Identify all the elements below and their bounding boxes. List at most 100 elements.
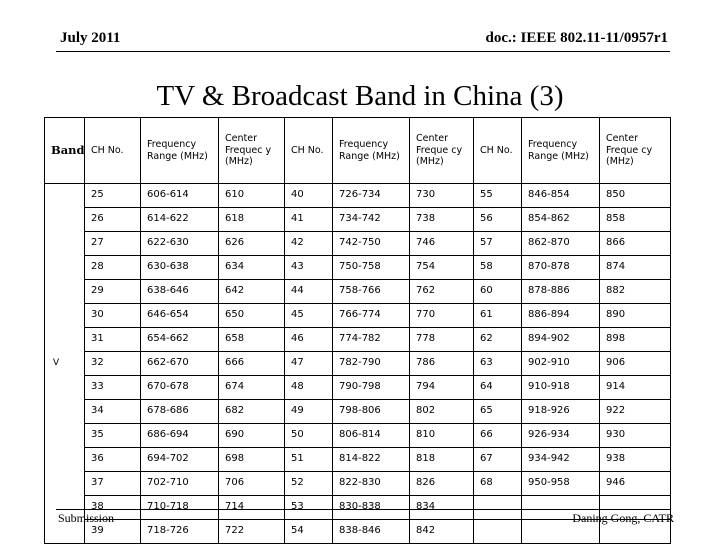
table-cell: 734-742	[332, 207, 410, 232]
table-header-row: Band CH No. Frequency Range (MHz) Center…	[44, 117, 671, 184]
table-cell: 762	[409, 279, 474, 304]
table-row: 34 678-686 682 49 798-806 802 65 918-926 922	[45, 399, 671, 424]
table-cell: 918-926	[521, 399, 600, 424]
table-cell: 854-862	[521, 207, 600, 232]
column-header: CH No.	[473, 117, 522, 184]
table-cell: 622-630	[140, 231, 219, 256]
table-cell: 57	[473, 231, 522, 256]
table-cell: 878-886	[521, 279, 600, 304]
table-cell: 906	[599, 351, 671, 376]
table-cell: 898	[599, 327, 671, 352]
table-cell: 66	[473, 423, 522, 448]
table-cell: 786	[409, 351, 474, 376]
table-cell: 626	[218, 231, 285, 256]
table-cell: 29	[84, 279, 141, 304]
table-cell: 650	[218, 303, 285, 328]
table-cell: 28	[84, 255, 141, 280]
table-row: 27 622-630 626 42 742-750 746 57 862-870 866	[45, 231, 671, 256]
table-row: 37 702-710 706 52 822-830 826 68 950-958 946	[45, 471, 671, 496]
header-date: July 2011	[60, 30, 121, 46]
table-row: 38 710-718 714 53 830-838 834	[45, 495, 671, 520]
table-cell: 894-902	[521, 327, 600, 352]
table-cell: 874	[599, 255, 671, 280]
table-cell: 882	[599, 279, 671, 304]
table-row: 26 614-622 618 41 734-742 738 56 854-862 858	[45, 207, 671, 232]
table-cell: 646-654	[140, 303, 219, 328]
table-cell: 934-942	[521, 447, 600, 472]
table-cell: 64	[473, 375, 522, 400]
table-row: V 25 606-614 610 40 726-734 730 55 846-854 850	[44, 183, 671, 544]
table-cell: 698	[218, 447, 285, 472]
table-cell: 862-870	[521, 231, 600, 256]
table-cell: 730	[409, 183, 474, 208]
table-cell: 654-662	[140, 327, 219, 352]
table-row: 29 638-646 642 44 758-766 762 60 878-886 882	[45, 279, 671, 304]
table-cell: 910-918	[521, 375, 600, 400]
table-cell: 678-686	[140, 399, 219, 424]
table-cell: 806-814	[332, 423, 410, 448]
table-cell: 742-750	[332, 231, 410, 256]
table-cell: 47	[284, 351, 333, 376]
table-cell: 26	[84, 207, 141, 232]
table-cell	[473, 495, 522, 520]
table-cell: 45	[284, 303, 333, 328]
table-cell: 686-694	[140, 423, 219, 448]
table-cell: 44	[284, 279, 333, 304]
table-cell: 62	[473, 327, 522, 352]
table-cell: 53	[284, 495, 333, 520]
table-cell: 710-718	[140, 495, 219, 520]
table-cell: 938	[599, 447, 671, 472]
band-value: V	[53, 357, 60, 368]
table-cell: 638-646	[140, 279, 219, 304]
band-value-cell: V	[44, 183, 85, 544]
table-cell: 690	[218, 423, 285, 448]
table-cell: 606-614	[140, 183, 219, 208]
table-cell: 766-774	[332, 303, 410, 328]
table-row: 39 718-726 722 54 838-846 842	[45, 519, 671, 544]
table-cell: 726-734	[332, 183, 410, 208]
table-cell: 758-766	[332, 279, 410, 304]
table-cell: 67	[473, 447, 522, 472]
column-header: Center Freque cy (MHz)	[599, 117, 671, 184]
table-row: 36 694-702 698 51 814-822 818 67 934-942 938	[45, 447, 671, 472]
table-cell: 714	[218, 495, 285, 520]
table-cell: 926-934	[521, 423, 600, 448]
footer-submission: Submission	[58, 511, 115, 525]
table-cell: 902-910	[521, 351, 600, 376]
table-cell: 49	[284, 399, 333, 424]
table-cell: 27	[84, 231, 141, 256]
slide-title: TV & Broadcast Band in China (3)	[156, 80, 564, 112]
table-cell: 870-878	[521, 255, 600, 280]
table-cell: 790-798	[332, 375, 410, 400]
table-cell: 43	[284, 255, 333, 280]
table-cell: 666	[218, 351, 285, 376]
table-cell: 846-854	[521, 183, 600, 208]
table-cell: 834	[409, 495, 474, 520]
table-cell: 750-758	[332, 255, 410, 280]
table-cell: 51	[284, 447, 333, 472]
table-cell: 35	[84, 423, 141, 448]
table-cell: 814-822	[332, 447, 410, 472]
table-cell: 642	[218, 279, 285, 304]
table-cell: 682	[218, 399, 285, 424]
footer-author: Daning Gong, CATR	[572, 511, 674, 525]
table-cell: 866	[599, 231, 671, 256]
table-cell: 42	[284, 231, 333, 256]
table-cell: 61	[473, 303, 522, 328]
table-cell: 674	[218, 375, 285, 400]
table-cell: 630-638	[140, 255, 219, 280]
header-divider	[56, 51, 670, 52]
table-row: 30 646-654 650 45 766-774 770 61 886-894 890	[45, 303, 671, 328]
band-column-header: Band	[44, 117, 85, 184]
table-cell: 858	[599, 207, 671, 232]
table-cell: 754	[409, 255, 474, 280]
table-cell: 63	[473, 351, 522, 376]
table-cell: 33	[84, 375, 141, 400]
table-cell: 914	[599, 375, 671, 400]
table-cell: 818	[409, 447, 474, 472]
footer-divider	[56, 509, 670, 510]
table-cell: 794	[409, 375, 474, 400]
table-cell: 56	[473, 207, 522, 232]
table-row: 33 670-678 674 48 790-798 794 64 910-918 914	[45, 375, 671, 400]
table-cell: 706	[218, 471, 285, 496]
